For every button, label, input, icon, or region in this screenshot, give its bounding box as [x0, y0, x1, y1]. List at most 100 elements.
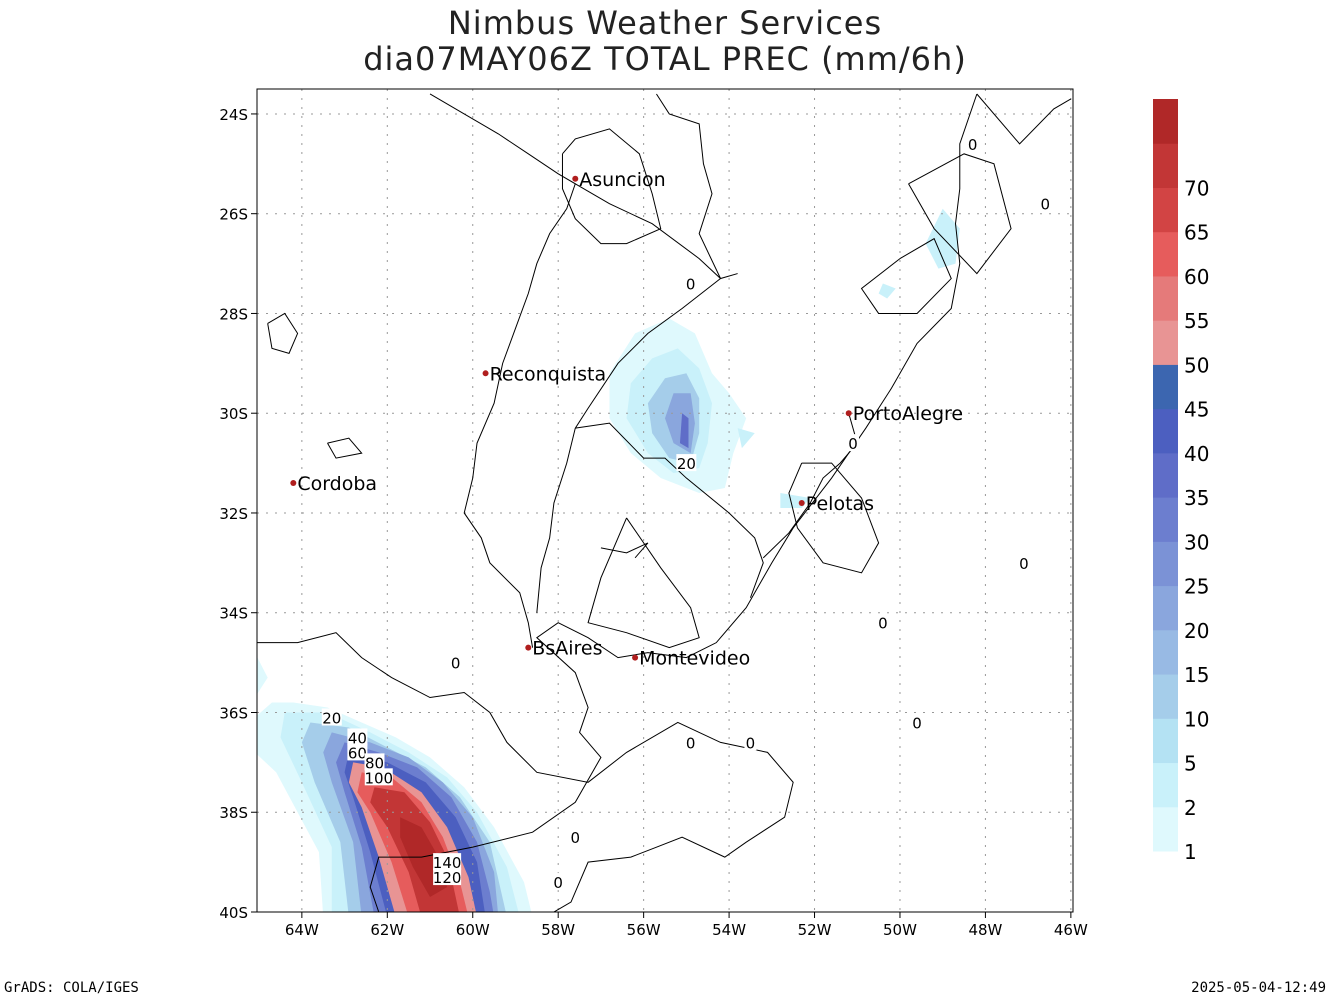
contour-label: 120 [433, 869, 462, 887]
plot-area: Asuncion Reconquista Cordoba PortoAlegre Pel… [257, 89, 1073, 912]
axis-label-lat: 32S [219, 505, 248, 523]
axis-label-lon: 48W [968, 921, 1002, 939]
contour-label: 0 [686, 276, 696, 294]
colorbar-box [1153, 497, 1178, 542]
axis-label-lat: 38S [219, 804, 248, 822]
plot-frame [256, 88, 1074, 913]
contour-0-pelotas [788, 462, 880, 574]
contour-label: 0 [968, 136, 978, 154]
contour-label-bg [364, 768, 393, 786]
colorbar-label: 65 [1184, 221, 1209, 245]
contour-0-south [257, 632, 794, 912]
axis-label-lon: 64W [285, 921, 319, 939]
precip-blob-ne2 [878, 283, 896, 299]
contour-label: 0 [451, 655, 461, 673]
contour-label-bg [684, 274, 697, 292]
colorbar-box [1153, 718, 1178, 764]
contour-label: 0 [571, 829, 581, 847]
colorbar-box [1153, 275, 1178, 321]
border-brazil-uruguay [575, 422, 764, 598]
contour-label: 0 [878, 615, 888, 633]
contour-0-ne [908, 153, 1012, 275]
coastline [369, 93, 978, 912]
axis-label-lon: 58W [541, 921, 575, 939]
contour-0-uruguay [587, 517, 700, 649]
axis-label-lat: 34S [219, 605, 248, 623]
precip-blob-central [679, 413, 689, 449]
colorbar-label: 60 [1184, 265, 1209, 289]
contour-label-bg [1017, 553, 1030, 571]
colorbar-label: 25 [1184, 575, 1209, 599]
colorbar-box [1153, 629, 1178, 675]
border-uruguay-river [536, 93, 722, 613]
city-marker [632, 654, 639, 661]
contour-label-bg [433, 853, 462, 871]
axis-label-lat: 40S [219, 904, 248, 922]
footer-timestamp: 2025-05-04-12:49 [1191, 980, 1326, 996]
lake-west-1 [267, 312, 299, 354]
contour-label: 0 [912, 714, 922, 732]
contour-label: 100 [364, 769, 393, 787]
coastline-north [976, 93, 1072, 145]
colorbar-box [1153, 762, 1178, 808]
contour-label-bg [966, 134, 979, 152]
precip-band-west [257, 656, 268, 695]
axis-label-lat: 36S [219, 704, 248, 722]
border-paraguay-south [575, 183, 738, 280]
city-label-cordoba: Cordoba [297, 473, 377, 495]
axis-label-lat: 26S [219, 206, 248, 224]
contour-label-bg [449, 653, 462, 671]
contour-label: 80 [365, 754, 384, 772]
colorbar-box [1153, 320, 1178, 365]
colorbar-label: 30 [1184, 530, 1209, 554]
colorbar-box [1153, 452, 1178, 498]
contour-label: 60 [348, 744, 367, 762]
colorbar-label: 2 [1184, 796, 1197, 820]
colorbar-label: 10 [1184, 707, 1209, 731]
city-marker [572, 175, 579, 182]
contour-label-bg [347, 743, 368, 761]
axis-label-lat: 28S [219, 305, 248, 323]
contour-0-asuncion [561, 128, 662, 245]
contour-label: 0 [1040, 196, 1050, 214]
colorbar-box [1153, 364, 1178, 410]
contour-label-bg [676, 454, 697, 472]
contour-label: 0 [848, 435, 858, 453]
contour-label-bg [321, 708, 342, 726]
colorbar-label: 70 [1184, 176, 1209, 200]
colorbar-box [1153, 541, 1178, 587]
city-label-montevideo: Montevideo [639, 648, 750, 670]
contour-label-bg [876, 613, 889, 631]
city-marker [845, 410, 852, 417]
contour-label-bg [433, 868, 462, 886]
colorbar-box [1153, 99, 1178, 144]
axis-label-lon: 50W [883, 921, 917, 939]
colorbar-box [1153, 806, 1178, 852]
city-label-bsaires: BsAires [532, 638, 602, 660]
colorbar-box [1153, 408, 1178, 454]
city-label-portoalegre: PortoAlegre [853, 403, 963, 425]
contour-label: 20 [322, 709, 341, 727]
contour-label-bg [744, 733, 757, 751]
colorbar-label: 50 [1184, 353, 1209, 377]
city-marker [482, 370, 489, 377]
lake-rio-negro [600, 542, 649, 559]
colorbar-label: 15 [1184, 663, 1209, 687]
contour-label: 0 [746, 734, 756, 752]
colorbar-label: 5 [1184, 752, 1197, 776]
map-title: Nimbus Weather Services [447, 4, 883, 42]
city-marker [798, 499, 805, 506]
axis-label-lon: 62W [370, 921, 404, 939]
axis-label-lon: 56W [627, 921, 661, 939]
contour-label: 40 [348, 729, 367, 747]
city-marker [290, 480, 297, 487]
city-label-reconquista: Reconquista [490, 363, 607, 385]
colorbar-box [1153, 674, 1178, 719]
contour-label: 0 [553, 874, 563, 892]
precip-blob-ne [925, 208, 960, 269]
axis-label-lat: 24S [219, 106, 248, 124]
colorbar-label: 45 [1184, 398, 1209, 422]
contour-label: 20 [677, 455, 696, 473]
city-label-pelotas: Pelotas [806, 493, 874, 515]
